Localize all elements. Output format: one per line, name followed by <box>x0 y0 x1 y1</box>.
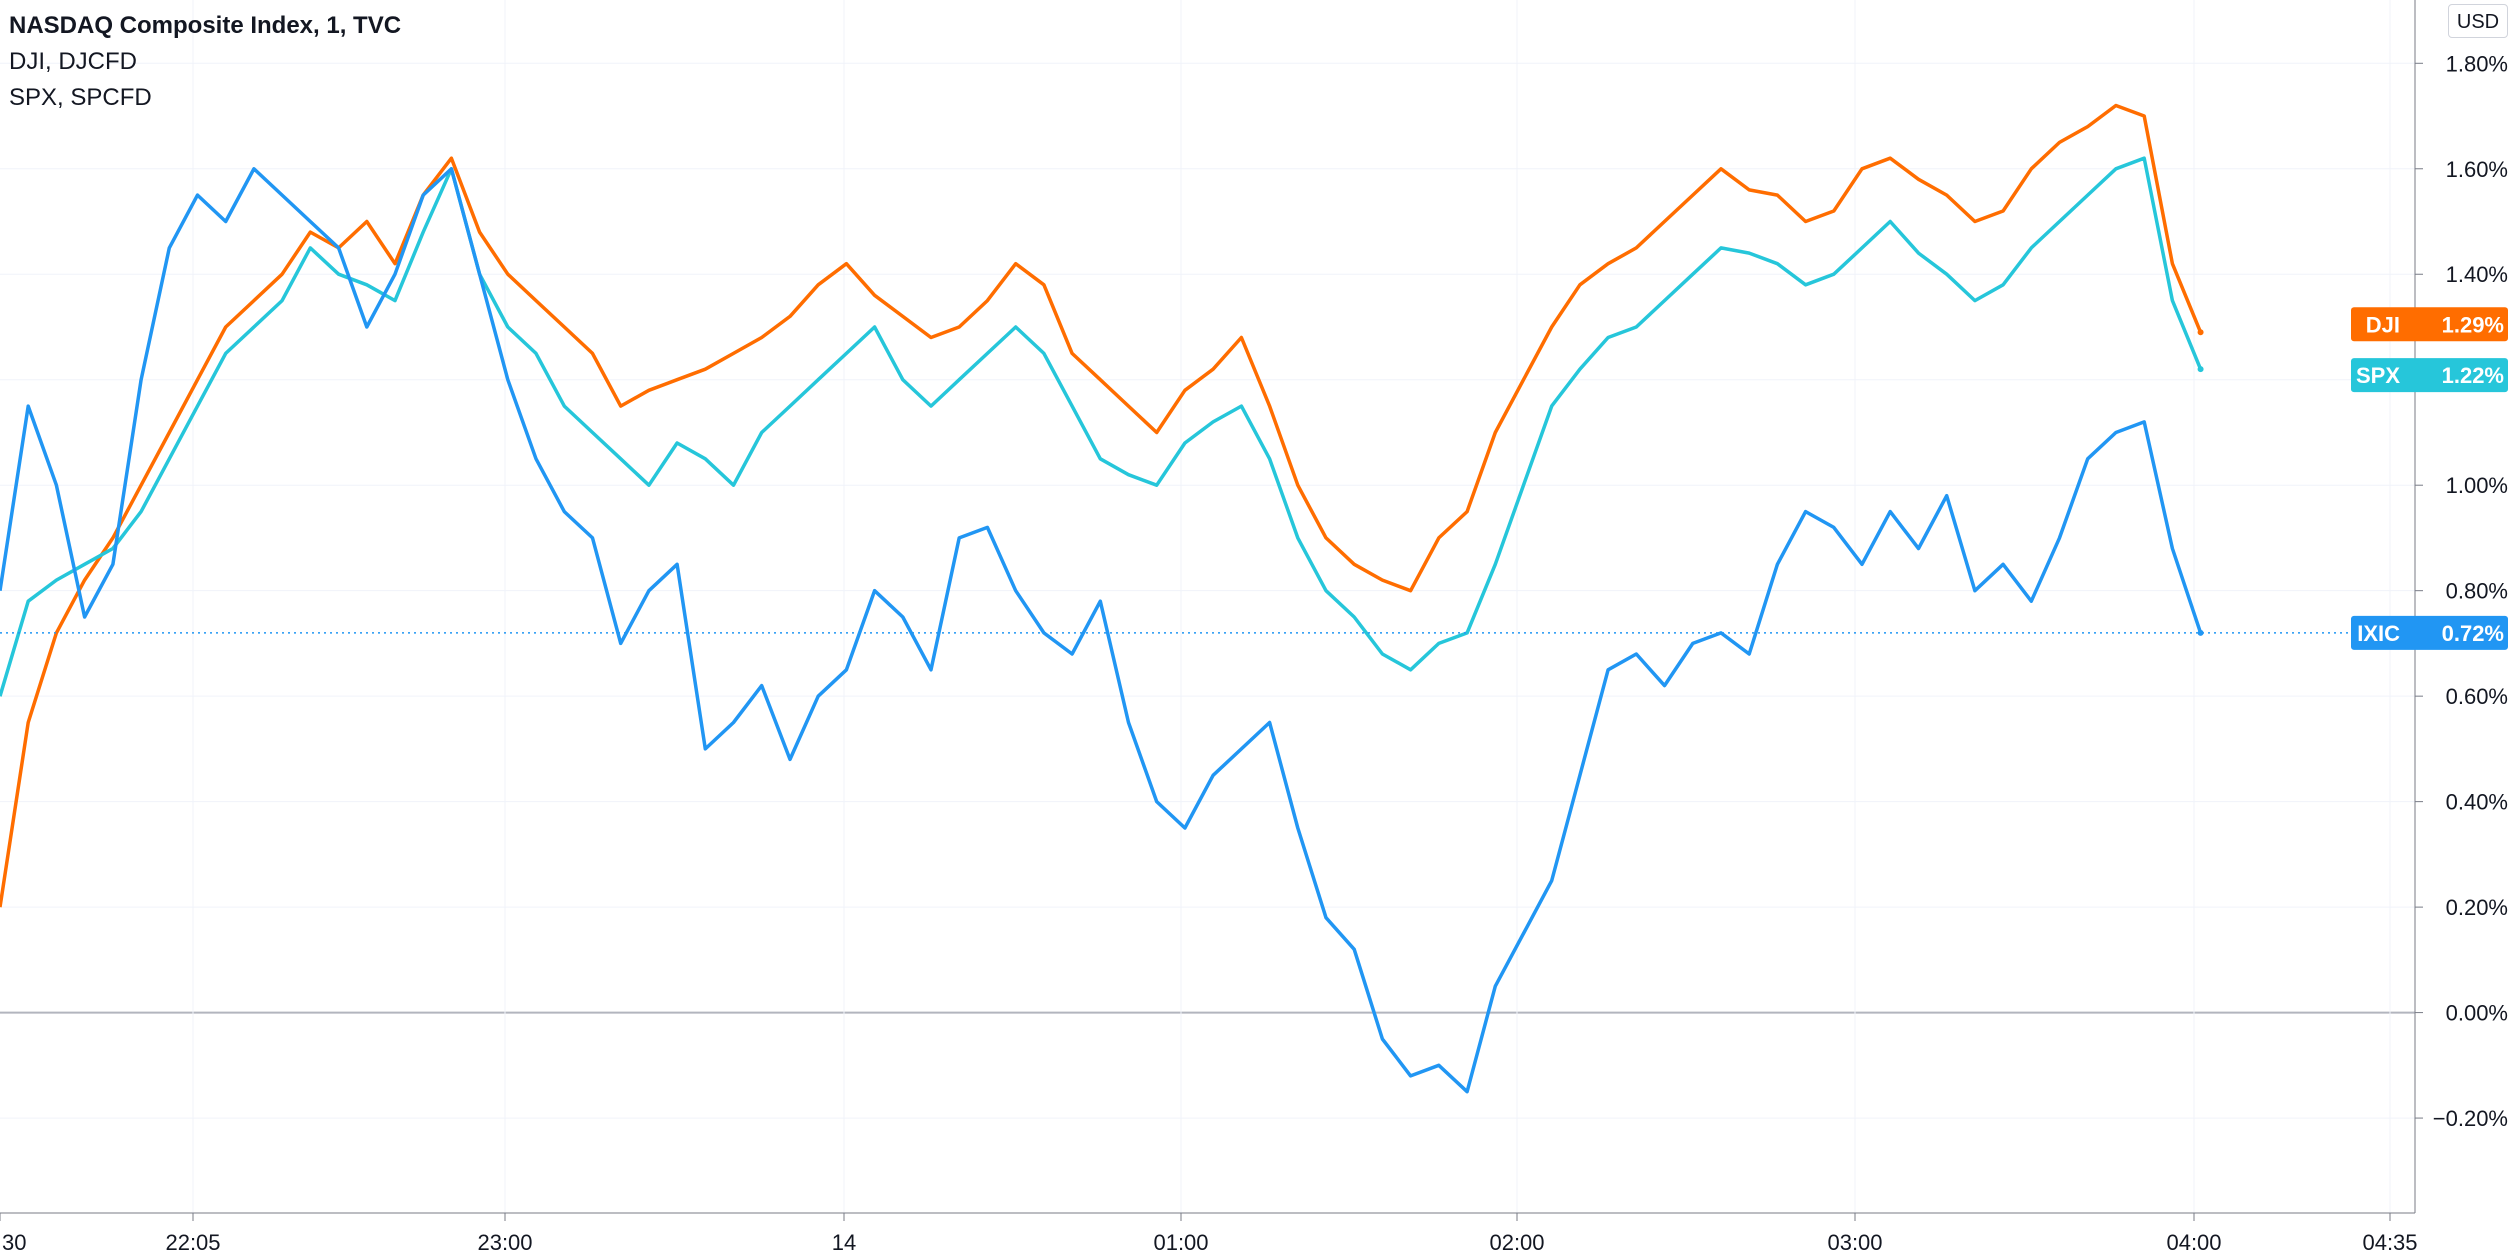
x-tick-label: 03:00 <box>1827 1230 1882 1255</box>
badge-bg <box>2351 615 2508 650</box>
grid-lines <box>0 0 2415 1213</box>
badge-bg <box>2351 307 2508 342</box>
x-tick-label: 02:00 <box>1489 1230 1544 1255</box>
badge-symbol: DJI <box>2366 312 2400 337</box>
chart-legend: NASDAQ Composite Index, 1, TVC DJI, DJCF… <box>9 8 401 116</box>
badge-dji: DJI 1.29% <box>2351 307 2508 342</box>
x-tick-label: 22:05 <box>165 1230 220 1255</box>
y-tick-label: 0.60% <box>2446 684 2508 709</box>
y-tick-label: 1.60% <box>2446 157 2508 182</box>
badge-symbol: IXIC <box>2357 621 2400 646</box>
badge-spx: SPX 1.22% <box>2351 358 2508 393</box>
last-value-badges: DJI 1.29% SPX 1.22% IXIC 0.72% <box>2351 307 2508 650</box>
badge-value: 0.72% <box>2442 621 2504 646</box>
x-tick-label: 04:00 <box>2166 1230 2221 1255</box>
badge-symbol: SPX <box>2356 363 2400 388</box>
y-tick-label: −0.20% <box>2433 1106 2508 1131</box>
series-line-ixic <box>0 167 2203 1094</box>
x-tick-label: 04:35 <box>2362 1230 2417 1255</box>
x-tick-label: 23:00 <box>477 1230 532 1255</box>
y-tick-label: 1.80% <box>2446 51 2508 76</box>
x-tick-label: 14 <box>832 1230 856 1255</box>
series-lines <box>0 103 2415 1094</box>
series-point-spx <box>2197 366 2204 373</box>
series-line-dji <box>0 103 2203 908</box>
series-point-dji <box>2197 329 2204 336</box>
series-point-ixic <box>2197 629 2204 636</box>
x-tick-label: 01:00 <box>1153 1230 1208 1255</box>
badge-value: 1.22% <box>2442 363 2504 388</box>
y-tick-label: 0.80% <box>2446 579 2508 604</box>
currency-button[interactable]: USD <box>2448 4 2508 38</box>
y-tick-label: 0.00% <box>2446 1001 2508 1026</box>
badge-bg <box>2351 358 2508 393</box>
legend-compare-spx[interactable]: SPX, SPCFD <box>9 84 152 111</box>
y-tick-label: 1.00% <box>2446 473 2508 498</box>
x-tick-label: 30 <box>2 1230 26 1255</box>
legend-main-symbol[interactable]: NASDAQ Composite Index, 1, TVC <box>9 12 402 39</box>
series-line-spx <box>0 156 2203 697</box>
y-tick-label: 1.40% <box>2446 262 2508 287</box>
y-tick-label: 0.40% <box>2446 790 2508 815</box>
badge-value: 1.29% <box>2442 312 2504 337</box>
y-tick-label: 0.20% <box>2446 895 2508 920</box>
legend-compare-dji[interactable]: DJI, DJCFD <box>9 48 137 75</box>
badge-ixic: IXIC 0.72% <box>2351 615 2508 650</box>
